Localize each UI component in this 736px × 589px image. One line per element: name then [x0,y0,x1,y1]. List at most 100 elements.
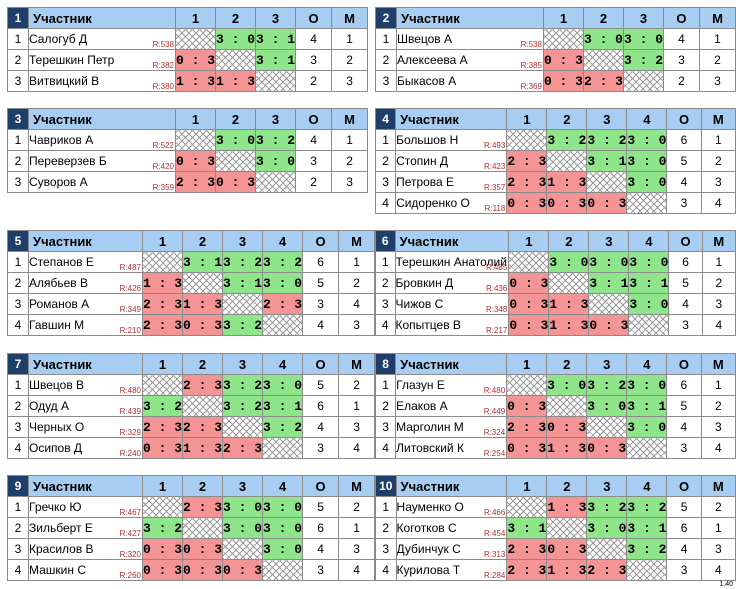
player-position: 4 [375,314,396,336]
match-score: 3 : 0 [255,150,297,172]
match-score: 3 : 2 [141,395,184,417]
player-name: Машкин С [29,563,87,577]
player-place: 2 [698,49,736,71]
player-place: 1 [700,374,736,396]
match-score: 3 : 0 [215,129,257,151]
match-score: 2 : 3 [506,150,548,172]
player-rating: R:427 [119,529,141,538]
player-points: 3 [666,559,702,581]
player-name: Алексеева А [396,53,468,67]
match-score: 1 : 3 [174,70,217,92]
player-points: 6 [666,517,702,539]
match-score: 2 : 3 [182,496,224,518]
participant-header: Участник [395,353,508,375]
group-header-row: 5 Участник 1 2 3 4 О М [7,230,376,252]
player-position: 2 [374,395,397,417]
player-rating: R:538 [520,40,542,49]
player-name: Терешкин Анатолий [395,255,507,269]
match-score: 3 : 0 [222,496,264,518]
self-match-cell [506,374,548,396]
player-place: 4 [338,293,376,315]
opponent-column-header: 2 [215,108,257,130]
player-name: Гавшин М [29,318,85,332]
opponent-column-header: 4 [626,353,668,375]
player-name-cell: Алябьев В R:426 [28,272,143,294]
points-header: О [666,108,702,130]
player-position: 2 [374,150,397,172]
player-name-cell: Одуд А R:439 [28,395,143,417]
self-match-cell [626,559,668,581]
match-score: 3 : 0 [626,374,668,396]
self-match-cell [588,293,630,315]
player-place: 2 [700,150,736,172]
player-place: 4 [338,559,376,581]
points-header: О [302,475,340,497]
player-name: Чижов С [395,297,444,311]
match-score: 1 : 3 [546,496,588,518]
player-name-cell: Курилова Т R:284 [395,559,508,581]
match-score: 3 : 1 [626,395,668,417]
version-label: 1.40 [719,581,733,588]
player-rating: R:466 [483,508,506,517]
player-name: Швецов А [396,32,453,46]
match-score: 2 : 3 [182,374,224,396]
opponent-column-header: 4 [262,475,304,497]
player-position: 4 [374,192,397,214]
self-match-cell [626,437,668,459]
opponent-column-header: 3 [586,108,628,130]
player-rating: R:324 [483,428,506,437]
match-score: 3 : 1 [506,517,548,539]
player-place: 3 [700,171,736,193]
player-points: 3 [295,150,333,172]
match-score: 0 : 3 [506,437,548,459]
self-match-cell [506,129,548,151]
match-score: 3 : 2 [255,129,297,151]
match-score: 0 : 3 [586,192,628,214]
player-name: Суворов А [29,175,88,189]
match-score: 3 : 0 [588,251,630,273]
player-place: 3 [700,416,736,438]
player-rating: R:449 [483,407,506,416]
player-points: 4 [666,538,702,560]
match-score: 1 : 3 [548,293,590,315]
participant-header: Участник [395,108,508,130]
player-points: 2 [295,70,333,92]
match-score: 3 : 0 [628,293,670,315]
player-points: 6 [668,251,703,273]
opponent-column-header: 1 [141,353,184,375]
self-match-cell [141,251,184,273]
place-header: М [331,7,369,29]
match-score: 3 : 2 [262,416,304,438]
player-name: Марголин М [396,420,464,434]
player-name-cell: Стопин Д R:423 [395,150,508,172]
player-position: 2 [7,517,29,539]
group-header-row: 4 Участник 1 2 3 4 О М [374,108,736,130]
player-position: 2 [375,49,397,71]
player-rating: R:522 [152,141,174,150]
player-name-cell: Машкин С R:260 [28,559,143,581]
match-score: 2 : 3 [182,416,224,438]
place-header: М [338,353,376,375]
player-name: Терешкин Петр [29,53,115,67]
opponent-column-header: 1 [506,108,548,130]
opponent-column-header: 4 [262,230,304,252]
participant-header: Участник [395,7,544,29]
match-score: 0 : 3 [508,314,550,336]
group-number: 2 [375,7,397,29]
player-rating: R:240 [119,449,141,458]
match-score: 3 : 2 [262,251,304,273]
player-name-cell: Салогуб Д R:538 [28,28,176,50]
match-score: 2 : 3 [506,171,548,193]
player-name-cell: Швецов А R:538 [395,28,544,50]
player-place: 1 [331,28,369,50]
match-score: 3 : 2 [222,251,264,273]
